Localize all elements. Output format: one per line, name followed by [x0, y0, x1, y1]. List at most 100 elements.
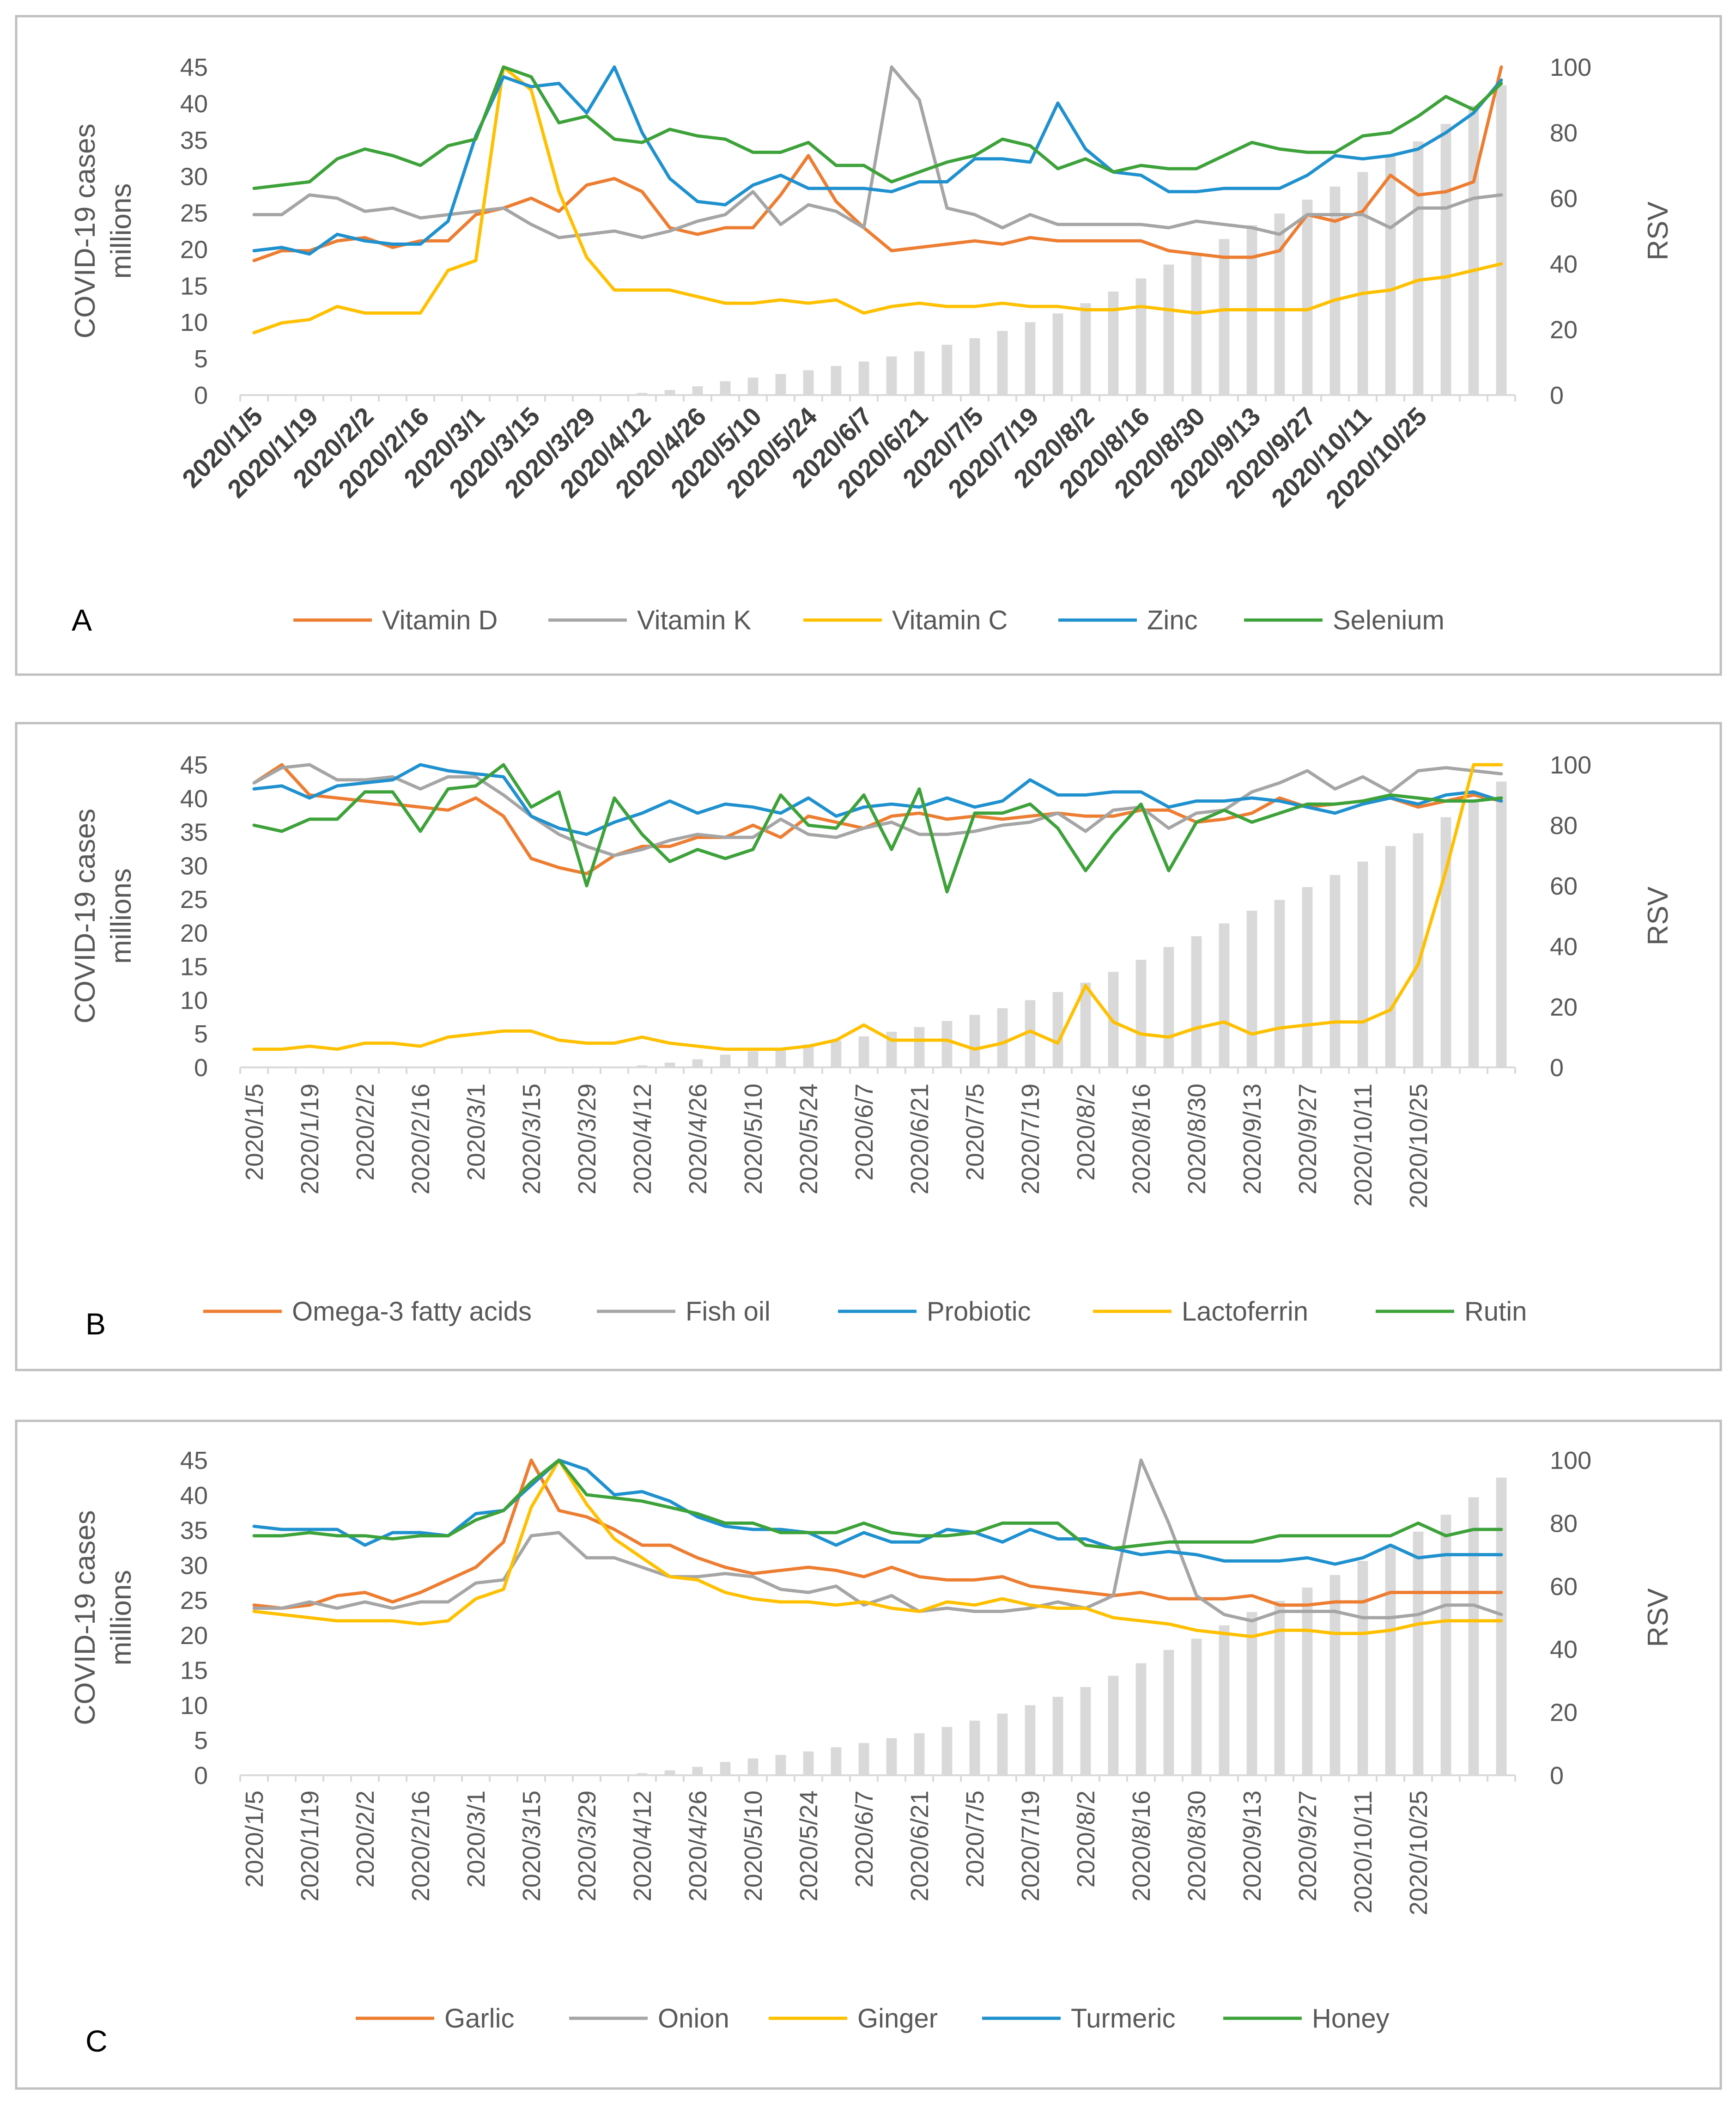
chart-panel-c: 0 5 10 15 20 25 30 35 40 45 0 20 40 60 80 100 COVID-19 c…	[15, 1419, 1722, 2090]
legend-label: Ginger	[857, 2004, 938, 2034]
y-right-tick-label: 40	[1550, 250, 1578, 278]
panel-label: A	[72, 603, 92, 637]
y-right-tick-label: 20	[1550, 993, 1578, 1021]
series-line-ginger	[252, 1458, 1503, 1638]
cases-bar	[1108, 1675, 1119, 1775]
x-tick-label: 2020/5/24	[795, 1790, 823, 1901]
cases-bar	[969, 1720, 980, 1775]
cases-bar	[1163, 1650, 1174, 1775]
cases-bar	[637, 393, 648, 395]
cases-bar	[1496, 85, 1507, 395]
cases-bar	[1163, 264, 1174, 395]
cases-bar	[1025, 1705, 1036, 1775]
series-line-selenium	[252, 65, 1503, 190]
x-tick-label: 2020/7/19	[1017, 1084, 1044, 1194]
cases-bar	[720, 381, 731, 395]
legend-label: Selenium	[1333, 605, 1445, 635]
cases-bar	[941, 345, 953, 395]
series-line-turmeric	[252, 1458, 1503, 1566]
cases-bar	[1413, 1531, 1424, 1775]
x-tick-label: 2020/8/16	[1128, 1084, 1155, 1194]
cases-bar	[1274, 1601, 1285, 1775]
legend: Garlic Onion Ginger Turmeric Honey	[356, 2004, 1390, 2034]
y-right-tick-label: 20	[1550, 316, 1578, 344]
cases-bar	[1302, 1587, 1313, 1775]
y-left-tick-label: 10	[180, 309, 208, 336]
y-left-tick-label: 25	[180, 200, 208, 227]
y-left-axis-label-line: millions	[105, 868, 137, 964]
cases-bar	[1246, 910, 1257, 1067]
y-left-tick-label: 10	[180, 987, 208, 1014]
y-left-tick-label: 10	[180, 1692, 208, 1719]
x-tick-label: 2020/1/19	[296, 1790, 324, 1901]
cases-bar	[1274, 213, 1285, 395]
y-right-tick-label: 40	[1550, 1636, 1578, 1663]
x-tick-label: 2020/8/30	[1183, 1790, 1211, 1901]
y-left-tick-label: 5	[194, 345, 208, 373]
y-right-tick-label: 100	[1550, 54, 1591, 81]
chart-panel-a: 0 5 10 15 20 25 30 35 40 45 0 20 40 60 80 100 COVID-19 c…	[15, 15, 1722, 676]
cases-bar	[1052, 313, 1063, 395]
legend-label: Vitamin C	[892, 605, 1008, 635]
x-tick-label: 2020/8/30	[1183, 1084, 1211, 1194]
y-left-axis-label-line: COVID-19 cases	[69, 809, 101, 1023]
y-left-tick-label: 0	[194, 1762, 208, 1790]
y-left-tick-label: 15	[180, 953, 208, 981]
cases-bar	[858, 1036, 869, 1067]
x-tick-label: 2020/9/27	[1294, 1084, 1322, 1194]
x-tick-label: 2020/4/12	[629, 1084, 656, 1194]
x-tick-label: 2020/2/2	[352, 1790, 379, 1888]
x-tick-label: 2020/7/19	[1017, 1790, 1044, 1901]
x-tick-label: 2020/3/29	[573, 1790, 601, 1901]
x-tick-label: 2020/8/16	[1128, 1790, 1155, 1901]
legend-label: Fish oil	[686, 1297, 771, 1327]
cases-bar	[1246, 1612, 1257, 1775]
cases-bar	[775, 374, 786, 395]
cases-bar	[1302, 887, 1313, 1067]
cases-bar	[969, 338, 980, 395]
y-right-tick-label: 100	[1550, 1447, 1591, 1474]
cases-bar	[858, 361, 869, 395]
y-right-tick-label: 0	[1550, 1054, 1564, 1082]
cases-bar	[831, 365, 842, 395]
series-line-honey	[252, 1458, 1503, 1550]
x-tick-label: 2020/9/13	[1238, 1790, 1266, 1901]
y-right-axis-label: RSV	[1642, 886, 1674, 945]
x-tick-label: 2020/10/11	[1349, 1084, 1377, 1206]
cases-bar	[1274, 900, 1285, 1067]
cases-bar	[747, 378, 759, 395]
legend: Omega-3 fatty acids Fish oil Probiotic Lact…	[203, 1297, 1527, 1327]
x-tick-label: 2020/4/12	[629, 1790, 656, 1901]
cases-bar	[637, 1065, 648, 1067]
x-tick-label: 2020/3/1	[462, 1084, 490, 1181]
x-tick-label: 2020/9/27	[1294, 1790, 1322, 1901]
y-left-tick-label: 20	[180, 236, 208, 263]
cases-bar	[1219, 239, 1230, 395]
y-left-tick-label: 45	[180, 1447, 208, 1474]
legend-label: Lactoferrin	[1182, 1297, 1308, 1327]
cases-bar	[1108, 291, 1119, 395]
y-left-tick-label: 0	[194, 382, 208, 409]
y-right-tick-label: 0	[1550, 382, 1564, 409]
x-tick-label: 2020/3/15	[518, 1084, 546, 1194]
cases-bar	[747, 1758, 759, 1775]
cases-bars	[581, 1477, 1507, 1775]
x-tick-label: 2020/9/13	[1238, 1084, 1266, 1194]
cases-bar	[664, 1770, 675, 1775]
cases-bar	[1329, 875, 1341, 1067]
x-tick-label: 2020/6/7	[850, 1790, 878, 1888]
legend-label: Garlic	[444, 2004, 514, 2034]
y-right-tick-label: 0	[1550, 1762, 1564, 1790]
x-tick-label: 2020/4/26	[684, 1790, 712, 1901]
y-left-tick-label: 35	[180, 127, 208, 154]
y-left-tick-label: 40	[180, 785, 208, 813]
series-line-vitamin-c	[252, 65, 1503, 335]
x-tick-label: 2020/6/7	[850, 1084, 878, 1181]
x-tick-label: 2020/2/16	[407, 1790, 435, 1901]
cases-bar	[1052, 992, 1063, 1067]
x-tick-label: 2020/10/11	[1349, 1790, 1377, 1913]
legend-label: Turmeric	[1071, 2004, 1176, 2034]
cases-bar	[1357, 861, 1368, 1067]
cases-bar	[1191, 253, 1202, 395]
cases-bar	[720, 1762, 731, 1775]
